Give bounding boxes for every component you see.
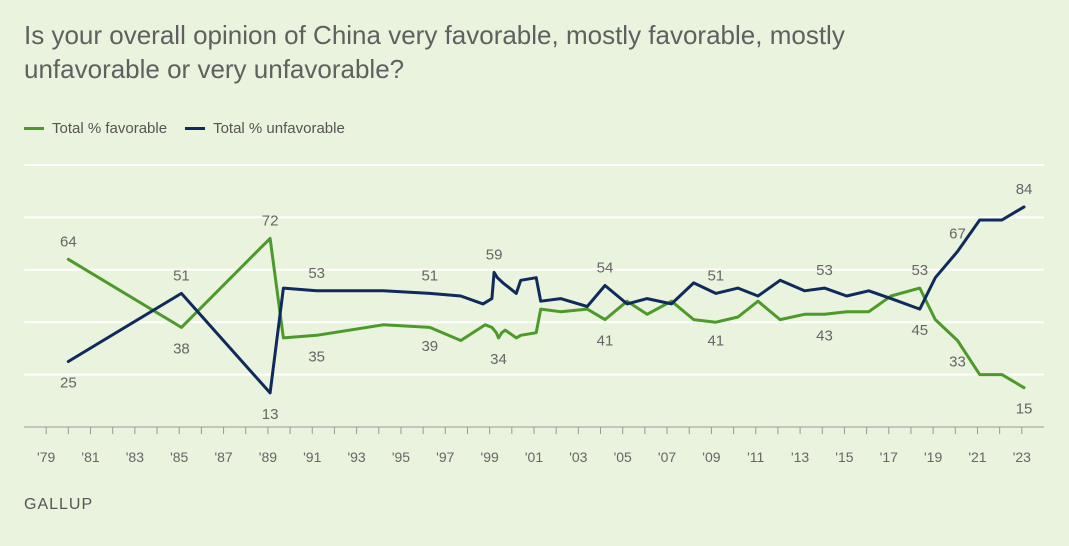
x-tick-label: '89 (259, 449, 277, 465)
data-label-unfavorable: 13 (262, 406, 279, 423)
data-label-favorable: 43 (816, 327, 833, 344)
data-label-favorable: 35 (308, 348, 325, 365)
legend-item-favorable: Total % favorable (24, 120, 167, 137)
x-tick-label: '87 (214, 449, 232, 465)
x-tick-label: '03 (569, 449, 587, 465)
legend-item-unfavorable: Total % unfavorable (185, 120, 345, 137)
x-tick-label: '17 (880, 449, 898, 465)
x-tick-label: '19 (924, 449, 942, 465)
series-line-favorable (66, 236, 1026, 390)
data-label-favorable: 34 (490, 351, 507, 368)
data-label-unfavorable: 45 (911, 322, 928, 339)
x-tick-label: '23 (1013, 449, 1031, 465)
data-label-unfavorable: 51 (707, 267, 724, 284)
legend-label-favorable: Total % favorable (52, 120, 168, 137)
legend-swatch-unfavorable (185, 127, 206, 130)
x-tick-label: '93 (347, 449, 365, 465)
x-tick-label: '13 (791, 449, 809, 465)
x-tick-label: '07 (658, 449, 676, 465)
x-tick-label: '97 (436, 449, 454, 465)
data-label-favorable: 15 (1016, 401, 1033, 418)
data-label-unfavorable: 84 (1016, 181, 1033, 198)
x-tick-label: '21 (968, 449, 986, 465)
data-label-unfavorable: 53 (308, 265, 325, 282)
legend-label-unfavorable: Total % unfavorable (213, 120, 345, 137)
x-tick-label: '15 (835, 449, 853, 465)
x-tick-label: '11 (747, 449, 764, 465)
x-tick-label: '01 (525, 449, 543, 465)
data-label-unfavorable: 67 (949, 225, 966, 242)
data-label-unfavorable: 51 (421, 267, 438, 284)
legend-swatch-favorable (24, 127, 44, 130)
x-tick-label: '81 (81, 449, 99, 465)
data-label-favorable: 64 (60, 233, 77, 250)
source-logo: GALLUP (24, 496, 94, 513)
x-tick-label: '79 (37, 449, 55, 465)
x-tick-label: '05 (614, 449, 632, 465)
x-tick-label: '09 (702, 449, 720, 465)
data-label-favorable: 41 (707, 333, 724, 350)
data-label-favorable: 41 (597, 333, 614, 350)
x-tick-label: '85 (170, 449, 188, 465)
x-tick-label: '95 (392, 449, 410, 465)
data-label-unfavorable: 53 (816, 262, 833, 279)
x-tick-label: '99 (481, 449, 499, 465)
data-label-favorable: 39 (421, 338, 438, 355)
x-tick-label: '83 (126, 449, 144, 465)
chart-legend: Total % favorable Total % unfavorable (24, 120, 345, 137)
data-label-unfavorable: 54 (597, 260, 614, 277)
data-label-unfavorable: 59 (486, 246, 503, 263)
data-label-favorable: 33 (949, 354, 966, 371)
chart-title: Is your overall opinion of China very fa… (24, 20, 845, 84)
data-label-favorable: 38 (173, 340, 190, 357)
data-label-favorable: 53 (911, 262, 928, 279)
series-line-unfavorable (66, 205, 1026, 395)
data-label-unfavorable: 25 (60, 375, 77, 392)
x-tick-label: '91 (303, 449, 321, 465)
data-label-favorable: 72 (262, 212, 279, 229)
data-label-unfavorable: 51 (173, 267, 190, 284)
